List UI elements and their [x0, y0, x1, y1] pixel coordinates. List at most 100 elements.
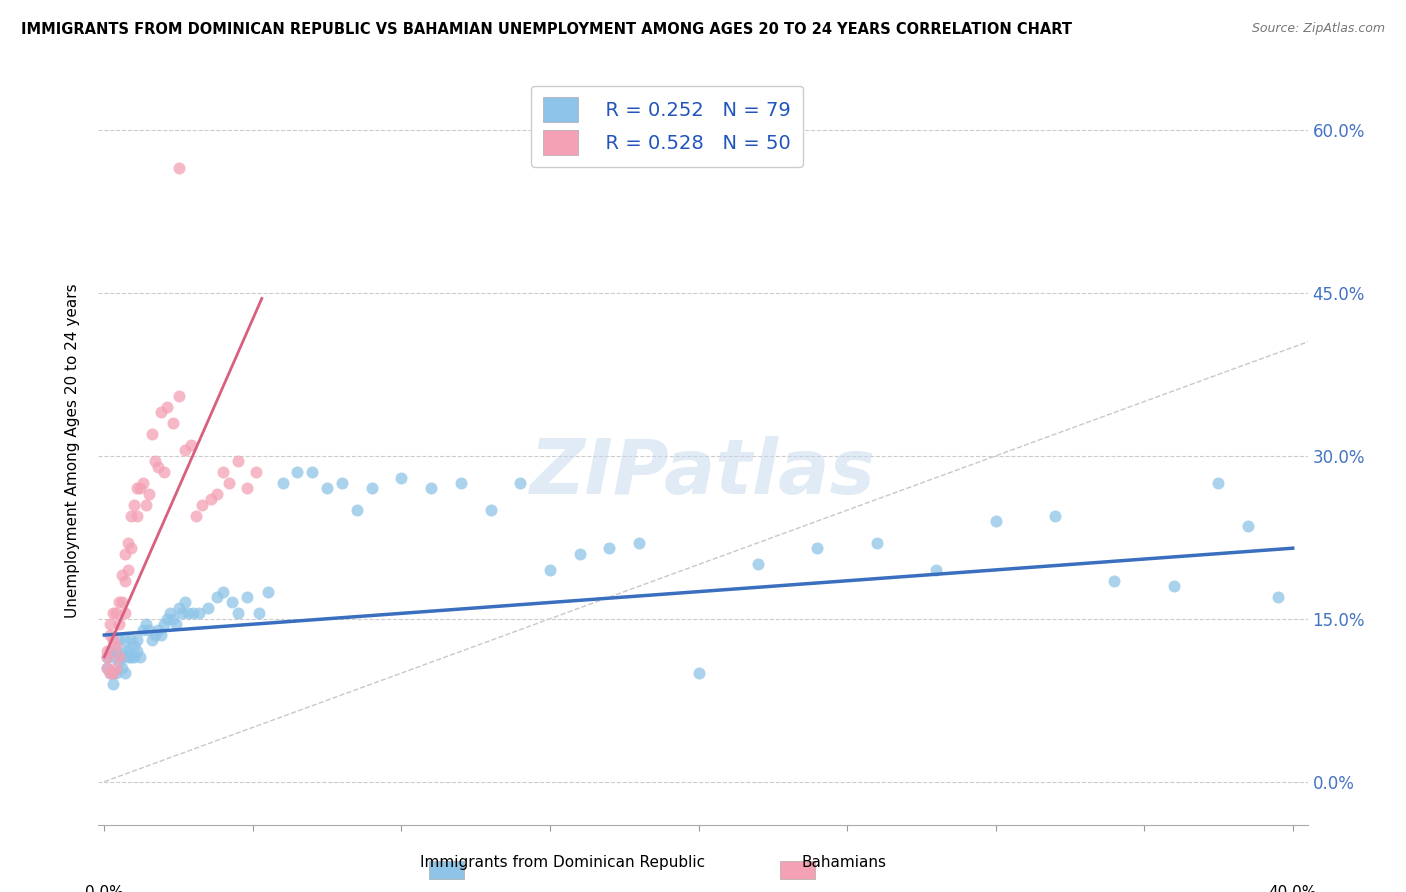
Point: [212, 465, 235, 479]
Point: [186, 508, 208, 523]
Point: [538, 563, 561, 577]
Point: [122, 639, 145, 653]
Point: [420, 482, 443, 496]
Point: [226, 607, 249, 621]
Point: [167, 389, 190, 403]
Point: [141, 427, 163, 442]
Point: [207, 590, 229, 604]
Point: [111, 660, 134, 674]
Point: [132, 476, 155, 491]
Point: [197, 601, 219, 615]
Point: [156, 400, 179, 414]
Point: [165, 617, 187, 632]
Point: [170, 607, 193, 621]
Point: [245, 465, 267, 479]
Point: [103, 607, 125, 621]
Point: [688, 666, 710, 681]
Point: [108, 617, 131, 632]
Point: [156, 612, 179, 626]
Point: [138, 623, 160, 637]
Point: [866, 535, 889, 549]
Point: [1104, 574, 1126, 588]
Point: [103, 677, 125, 691]
Point: [96, 644, 118, 658]
Point: [141, 633, 163, 648]
Point: [108, 655, 131, 669]
Point: [98, 644, 121, 658]
Point: [200, 492, 222, 507]
Point: [129, 649, 152, 664]
Point: [125, 633, 148, 648]
Point: [173, 443, 195, 458]
Point: [122, 649, 145, 664]
Point: [176, 607, 198, 621]
Point: [105, 639, 128, 653]
Point: [162, 612, 184, 626]
Point: [103, 633, 125, 648]
Point: [117, 535, 139, 549]
Point: [146, 459, 169, 474]
Point: [135, 498, 157, 512]
Point: [111, 568, 134, 582]
Text: 40.0%: 40.0%: [1268, 885, 1317, 892]
Point: [96, 649, 118, 664]
Point: [152, 617, 174, 632]
Point: [1237, 519, 1260, 533]
Point: [247, 607, 270, 621]
Point: [271, 476, 294, 491]
Point: [111, 595, 134, 609]
Point: [105, 666, 128, 681]
Point: [125, 644, 148, 658]
Point: [120, 508, 142, 523]
Text: ZIPatlas: ZIPatlas: [530, 436, 876, 510]
Point: [105, 607, 128, 621]
Point: [173, 595, 195, 609]
Point: [183, 607, 205, 621]
Point: [103, 666, 125, 681]
Point: [103, 666, 125, 681]
Point: [218, 476, 240, 491]
Point: [167, 161, 190, 175]
Point: [747, 558, 769, 572]
Point: [450, 476, 472, 491]
Point: [316, 482, 339, 496]
Point: [1208, 476, 1230, 491]
Point: [330, 476, 353, 491]
Point: [146, 623, 169, 637]
Point: [96, 649, 118, 664]
Point: [346, 503, 368, 517]
Point: [122, 498, 145, 512]
Point: [207, 487, 229, 501]
Point: [925, 563, 948, 577]
Point: [188, 607, 211, 621]
Point: [509, 476, 531, 491]
Point: [105, 660, 128, 674]
Point: [191, 498, 214, 512]
Point: [287, 465, 309, 479]
Point: [98, 666, 121, 681]
Point: [391, 470, 413, 484]
Point: [135, 617, 157, 632]
Point: [226, 454, 249, 468]
Text: IMMIGRANTS FROM DOMINICAN REPUBLIC VS BAHAMIAN UNEMPLOYMENT AMONG AGES 20 TO 24 : IMMIGRANTS FROM DOMINICAN REPUBLIC VS BA…: [21, 22, 1073, 37]
Point: [114, 607, 136, 621]
Point: [568, 547, 591, 561]
Point: [114, 547, 136, 561]
Point: [301, 465, 323, 479]
Point: [117, 644, 139, 658]
Point: [108, 633, 131, 648]
Point: [129, 482, 152, 496]
Point: [167, 601, 190, 615]
Point: [1043, 508, 1066, 523]
Point: [236, 590, 259, 604]
Point: [120, 649, 142, 664]
Text: Immigrants from Dominican Republic: Immigrants from Dominican Republic: [420, 855, 704, 870]
Point: [111, 649, 134, 664]
Point: [117, 563, 139, 577]
Point: [628, 535, 651, 549]
Point: [149, 405, 172, 419]
Point: [114, 574, 136, 588]
Point: [98, 666, 121, 681]
Point: [114, 644, 136, 658]
Point: [114, 633, 136, 648]
